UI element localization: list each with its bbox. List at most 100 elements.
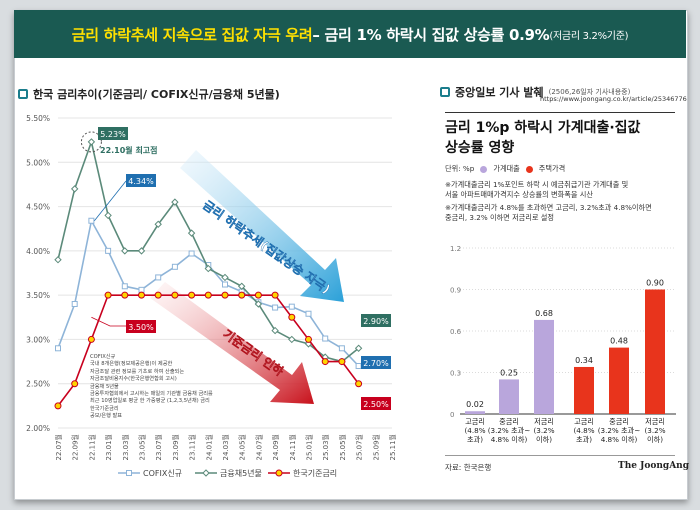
y-tick-label: 3.00% (26, 335, 50, 344)
loan-legend-label: 가계대출 (493, 164, 520, 173)
cofix-point (338, 345, 345, 352)
section-square-icon (18, 89, 28, 99)
cofix-point (105, 247, 112, 254)
base-rate-point (87, 335, 95, 343)
note-line: 서울 아파트매매가격지수 상승률의 변화폭을 시산 (445, 190, 594, 199)
base-rate-point (154, 291, 162, 299)
base-end-label: 2.50% (363, 400, 389, 409)
x-tick-label: 23.11월 (188, 434, 197, 460)
loan-bar (499, 379, 519, 414)
loan-bar (534, 319, 554, 414)
legend-label: 한국기준금리 (293, 469, 337, 478)
bar-category-label: 이하) (647, 435, 663, 444)
y-tick-label: 2.50% (26, 380, 50, 389)
note-2: ※가계대출금리가 4.8%를 초과하면 고금리, 3.2%초과 4.8%이하면 … (445, 203, 652, 223)
title-line: 상승률 영향 (445, 140, 515, 156)
bar-category-label: 이하) (536, 435, 552, 444)
x-tick-label: 25.11월 (388, 434, 397, 460)
bond-point (221, 273, 229, 282)
left-section-heading: 한국 금리추이(기준금리/ COFIX신규/금융채 5년물) (18, 86, 280, 102)
cofix-peak-label: 4.34% (128, 177, 154, 186)
x-tick-label: 24.11월 (288, 434, 297, 460)
bond-point (171, 198, 179, 206)
right-heading-sub: (2506,26일자 기사내용중) (548, 88, 631, 96)
x-tick-label: 22.07월 (54, 434, 63, 460)
bar-category-label: 4.8% 이하) (601, 435, 638, 444)
base-rate-point (305, 335, 312, 343)
unit-label: 단위: %p (445, 164, 475, 173)
x-tick-label: 24.01월 (204, 434, 213, 460)
base-leader (91, 316, 126, 327)
bar-y-tick: 0.9 (450, 287, 461, 295)
x-tick-label: 25.07월 (355, 434, 364, 460)
cofix-point (322, 335, 329, 342)
note-line: 자금조달 관련 정보를 기초로 하여 산출되는 (90, 368, 185, 375)
bar-category-label: (3.2% 초과~ (488, 426, 531, 435)
bar-value-label: 0.02 (466, 400, 484, 409)
x-tick-label: 23.07월 (154, 434, 163, 460)
x-tick-label: 23.05월 (138, 434, 147, 460)
right-heading-text: 중앙일보 기사 발췌 (455, 86, 544, 99)
bond-point (204, 264, 213, 273)
base-rate-point (71, 380, 79, 388)
bar-y-tick: 0.3 (450, 370, 461, 378)
cofix-point (288, 303, 295, 310)
base-rate-point (238, 291, 246, 299)
bar-category-label: 저금리 (534, 417, 554, 426)
bar-y-tick: 0 (450, 411, 454, 419)
bottom-rule (445, 455, 675, 456)
bar-category-label: 4.8% 이하) (491, 435, 528, 444)
note-line: 중금리, 3.2% 이하면 저금리로 설정 (445, 213, 555, 222)
bond-end-label-box (361, 314, 391, 327)
bond-point (87, 138, 96, 146)
legend-label: COFIX신규 (143, 469, 182, 478)
bond-point (271, 326, 279, 335)
title-line: 금리 1%p 하락시 가계대출·집값 (445, 120, 641, 136)
peak-value-label: 5.23% (100, 130, 126, 139)
bar-category-label: 중금리 (609, 417, 629, 426)
bar-category-label: 초과) (576, 435, 592, 444)
bar-value-label: 0.90 (646, 279, 664, 288)
x-tick-label: 25.09월 (371, 434, 380, 460)
cofix-leader (94, 180, 127, 221)
bar-category-label: (3.2% 초과~ (598, 426, 641, 435)
y-tick-label: 2.00% (26, 424, 50, 433)
note-line: 공모/은행 발표 (90, 413, 123, 420)
bond-point (354, 344, 363, 352)
bar-category-label: (4.8% (464, 426, 485, 435)
x-tick-label: 25.05월 (338, 434, 347, 460)
base-rate-point (355, 380, 363, 388)
x-tick-label: 22.09월 (71, 434, 80, 460)
cofix-peak-label-box (126, 174, 156, 187)
article-url[interactable]: https://www.joongang.co.kr/article/25346… (540, 95, 687, 103)
banner-note: (저금리 3.2%기준) (549, 30, 629, 42)
cofix-point (272, 304, 279, 311)
bond-point (104, 211, 112, 220)
title-banner: 금리 하락추세 지속으로 집값 자극 우려 – 금리 1% 하락시 집값 상승률… (14, 10, 686, 58)
bar-value-label: 0.34 (575, 356, 593, 365)
base-rate-point (321, 358, 329, 366)
bar-category-label: 초과) (467, 435, 483, 444)
x-tick-label: 24.09월 (271, 434, 280, 460)
house-legend-dot (525, 165, 533, 173)
base-end-label-box (361, 397, 391, 410)
bar-category-label: (4.8% (573, 426, 594, 435)
left-heading-text: 한국 금리추이(기준금리/ COFIX신규/금융채 5년물) (33, 88, 280, 101)
bond-point (254, 300, 263, 308)
bar-category-label: (3.2% (644, 426, 665, 435)
down-trend-arrow-blue (180, 150, 344, 302)
cofix-point (121, 283, 128, 290)
x-tick-label: 24.03월 (221, 434, 230, 460)
base-rate-point (338, 358, 346, 366)
legend-marker (275, 469, 283, 477)
brand-logo: The JoongAng (618, 461, 690, 471)
house-bar (645, 289, 665, 414)
x-tick-label: 23.03월 (121, 434, 130, 460)
x-tick-label: 23.01월 (104, 434, 113, 460)
section-square-icon (440, 87, 450, 97)
base-rate-point (288, 313, 296, 321)
left-source-note: COFIX신규 국내 8개은행(정보제공은행)이 제공한 자금조달 관련 정보를… (90, 354, 250, 421)
source-label: 자료: 한국은행 (445, 463, 492, 472)
